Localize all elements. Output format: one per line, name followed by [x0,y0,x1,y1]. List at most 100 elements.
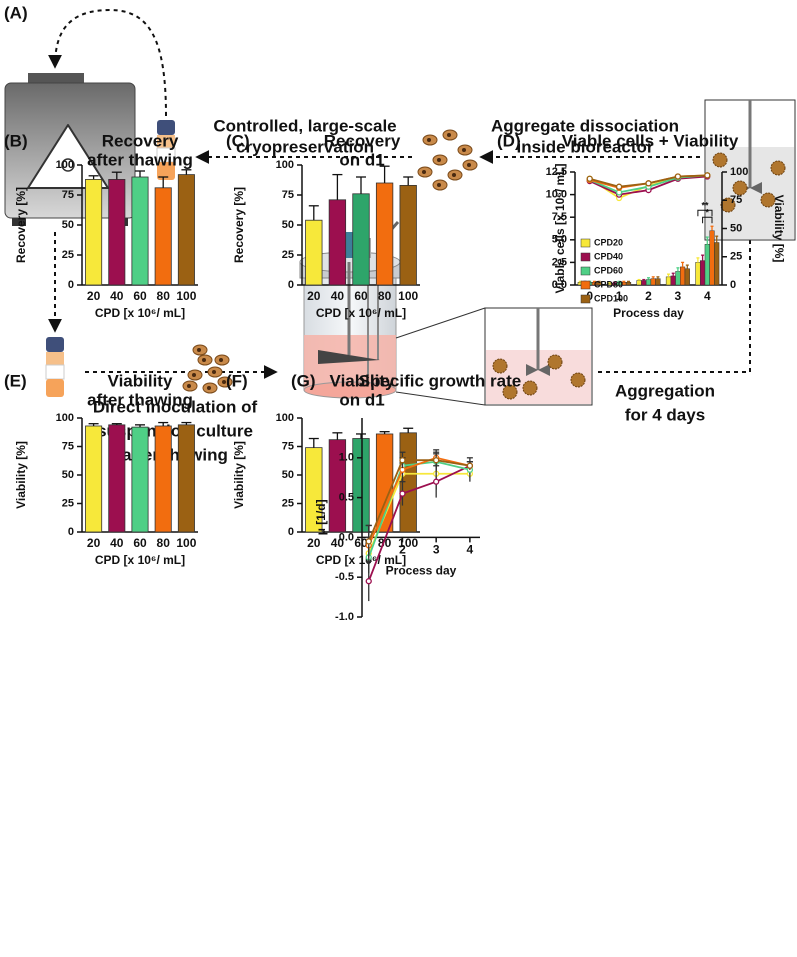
panel-label: (A) [4,3,28,22]
bar [675,271,681,286]
x-tick-label: 4 [704,289,711,303]
x-axis-label: CPD [x 10⁶/ mL] [316,306,406,320]
bar [177,424,195,533]
y-tick-label: 75 [282,189,294,201]
y-tick-label: 100 [56,412,74,424]
aggregate [570,372,586,388]
panel-label: (D) [497,131,521,150]
bar [375,182,394,286]
zoom-line [395,307,486,339]
chart-title: after thawing [87,390,193,409]
bar [131,176,149,286]
bar [108,424,126,533]
aggregate [720,197,736,213]
aggregate [522,380,538,396]
step-text: for 4 days [625,405,705,424]
point [645,180,652,187]
bar [352,193,370,286]
y-tick-label: 0.5 [339,492,354,504]
y-tick-label: -0.5 [335,571,354,583]
point [586,175,593,182]
nucleus [447,133,451,137]
panel-label: (B) [4,131,28,150]
bar [670,275,676,286]
chart-title: Specific growth rate [359,371,521,390]
legend-label: CPD100 [594,293,628,303]
point [399,490,406,497]
point [674,173,682,180]
bar [709,230,715,286]
x-tick-label: 20 [87,536,101,550]
panel-label: (E) [4,371,27,390]
bar [695,262,701,286]
bar [704,244,710,286]
legend-swatch [580,294,591,304]
panel-label: (G) [291,371,316,390]
bar [699,260,706,286]
axis-label: μ [1/d] [314,499,328,535]
aggregate [732,180,748,196]
axis-label: Viability [%] [232,441,246,509]
tube [156,120,176,180]
nucleus [187,384,191,388]
y-tick-label: 100 [56,159,74,171]
annotation: * [706,208,710,218]
step-text: Aggregation [615,381,715,400]
y-tick-label: 100 [730,166,748,178]
y-tick-label: 7.5 [552,211,567,223]
axis-label: Viability [%] [772,195,786,263]
x-tick-label: 40 [110,536,124,550]
x-tick-label: 60 [354,289,368,303]
aggregate [760,192,776,208]
y-tick-label: 25 [282,497,294,509]
step-text: inside bioreactor [517,137,654,156]
y-tick-label: 25 [62,249,74,261]
step-text: Controlled, large-scale [213,116,396,135]
tube [45,337,65,397]
bar [177,174,195,286]
aggregate [770,160,786,176]
bar [714,242,720,286]
nucleus [422,170,426,174]
legend-label: CPD20 [594,237,623,247]
legend-label: CPD40 [594,251,623,261]
chart-title: on d1 [339,150,384,169]
y-tick-label: 75 [62,440,74,452]
y-tick-label: 75 [282,440,294,452]
x-tick-label: 40 [331,289,345,303]
chart-title: after thawing [87,150,193,169]
bracket [702,216,713,224]
x-tick-label: 60 [133,536,147,550]
point [365,538,372,545]
x-tick-label: 60 [133,289,147,303]
nucleus [207,386,211,390]
x-axis-label: CPD [x 10⁶/ mL] [316,553,406,567]
bar [684,268,690,286]
axis-label: Viability [%] [14,441,28,509]
panel-label: (F) [226,371,248,390]
schematic: (A) Controlled, large-scale [4,3,796,464]
x-tick-label: 20 [307,289,321,303]
nucleus [219,358,223,362]
y-tick-label: 50 [62,219,74,231]
y-tick-label: 50 [730,222,742,234]
bar [85,178,103,286]
y-tick-label: 0.0 [339,531,354,543]
y-tick-label: 10.0 [546,189,567,201]
panel-label: (C) [226,131,250,150]
x-tick-label: 60 [354,536,368,550]
nucleus [427,138,431,142]
aggregates [492,152,786,400]
y-tick-label: 100 [276,159,294,171]
bracket [697,209,713,217]
point [399,457,406,464]
x-tick-label: 2 [399,543,406,557]
x-tick-label: 1 [616,289,623,303]
x-tick-label: 4 [467,543,474,557]
y-tick-label: 0 [730,279,736,291]
x-tick-label: 100 [398,289,418,303]
chart-title: on d1 [339,390,384,409]
legend-swatch [580,266,591,276]
axis-label: Viable cells [x 10⁶/ mL] [553,163,567,293]
freezer-symbol [27,124,109,189]
